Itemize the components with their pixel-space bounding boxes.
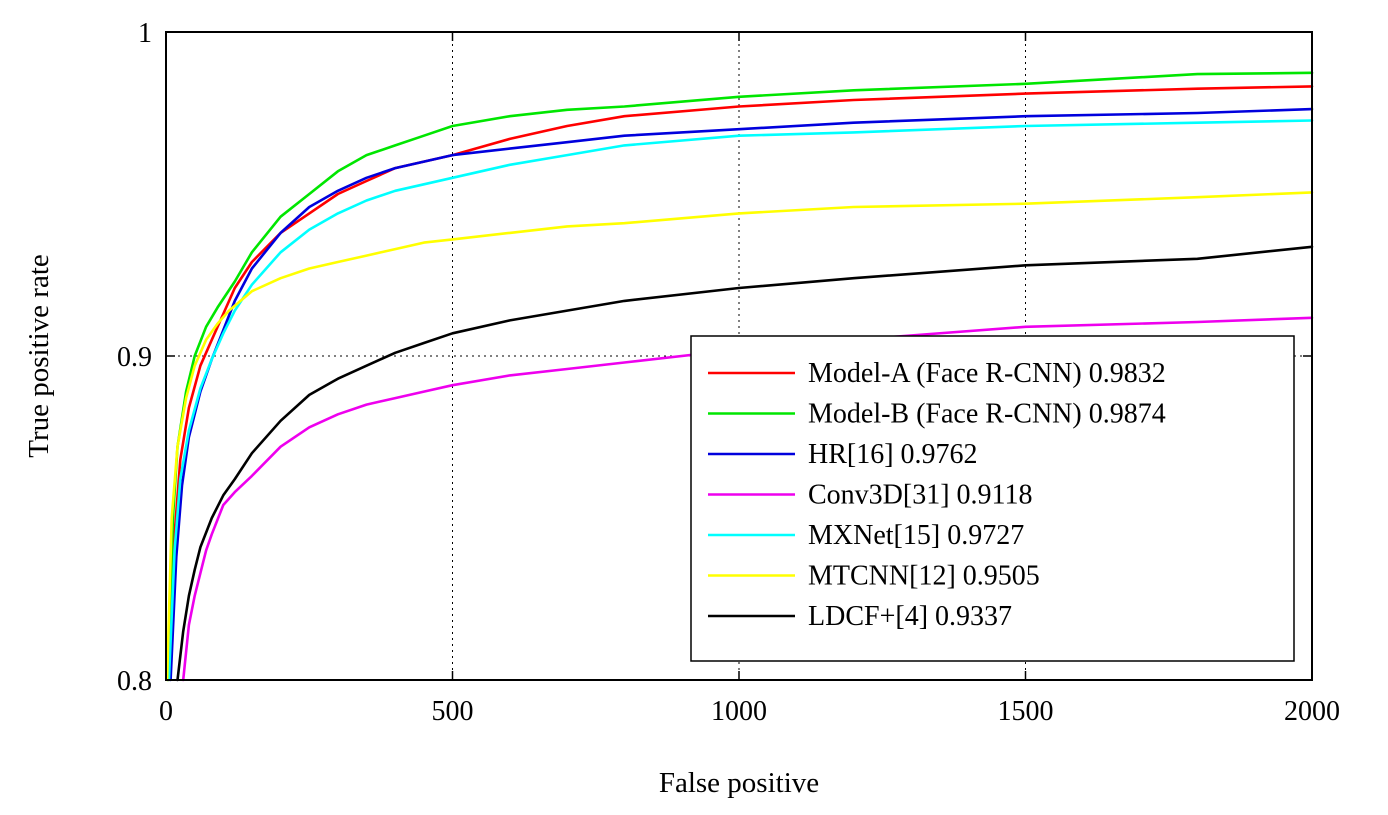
y-tick-label: 1	[138, 18, 152, 49]
y-tick-label: 0.8	[117, 666, 152, 697]
legend-label: Conv3D[31] 0.9118	[808, 480, 1033, 511]
x-tick-label: 1000	[711, 696, 767, 727]
legend-label: LDCF+[4] 0.9337	[808, 601, 1012, 632]
legend-label: HR[16] 0.9762	[808, 439, 978, 470]
legend-box	[690, 335, 1295, 662]
series-line	[167, 85, 1314, 682]
series-line	[165, 191, 1314, 682]
legend-label: Model-A (Face R-CNN) 0.9832	[808, 358, 1166, 389]
y-axis-label: True positive rate	[23, 254, 55, 458]
legend: Model-A (Face R-CNN) 0.9832 Model-B (Face…	[690, 335, 1295, 662]
axis-ticks: 0 500 1000 1500 2000 0.8 0.9 1	[117, 18, 1340, 727]
legend-label: MXNet[15] 0.9727	[808, 520, 1024, 551]
x-tick-label: 2000	[1284, 696, 1340, 727]
series-line	[176, 245, 1314, 682]
series-line	[166, 71, 1314, 682]
x-axis-label: False positive	[659, 767, 819, 799]
legend-label: MTCNN[12] 0.9505	[808, 561, 1040, 592]
series-line	[167, 119, 1314, 682]
legend-entries: Model-A (Face R-CNN) 0.9832 Model-B (Face…	[708, 358, 1166, 632]
x-tick-label: 0	[159, 696, 173, 727]
series-lines	[165, 71, 1314, 682]
legend-label: Model-B (Face R-CNN) 0.9874	[808, 399, 1166, 430]
x-tick-label: 500	[432, 696, 474, 727]
x-tick-label: 1500	[998, 696, 1054, 727]
y-tick-label: 0.9	[117, 342, 152, 373]
